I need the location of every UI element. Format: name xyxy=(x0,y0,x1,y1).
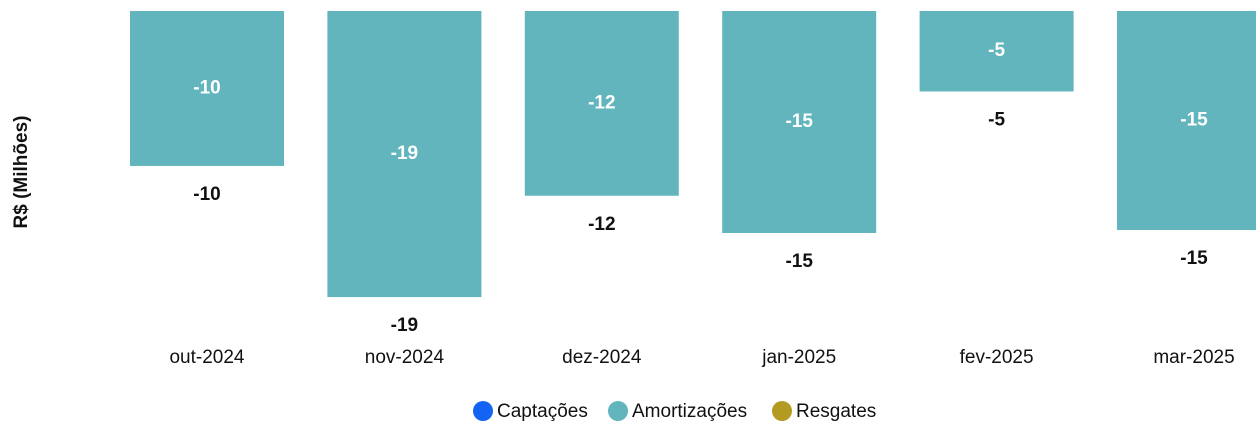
total-label: -19 xyxy=(391,315,418,336)
legend-label: Amortizações xyxy=(632,401,747,422)
bar-value-label: -12 xyxy=(588,92,615,113)
bar-value-label: -19 xyxy=(391,143,418,164)
y-axis-label: R$ (Milhões) xyxy=(11,116,32,229)
bar xyxy=(722,11,877,234)
total-label: -15 xyxy=(785,251,813,272)
bar xyxy=(130,11,284,166)
bar-value-label: -15 xyxy=(1180,110,1208,131)
legend-marker xyxy=(473,401,493,421)
bar-value-label: -15 xyxy=(785,111,813,132)
legend-marker xyxy=(608,401,628,421)
total-label: -15 xyxy=(1180,248,1208,269)
x-tick-label: dez-2024 xyxy=(562,347,642,368)
x-tick-label: out-2024 xyxy=(169,347,244,368)
x-tick-label: fev-2025 xyxy=(960,347,1034,368)
x-tick-label: mar-2025 xyxy=(1153,347,1234,368)
legend-label: Resgates xyxy=(796,401,876,422)
x-tick-label: jan-2025 xyxy=(761,347,836,368)
total-label: -10 xyxy=(193,184,220,205)
bar xyxy=(327,11,482,298)
bar-value-label: -5 xyxy=(988,40,1005,61)
bar-value-label: -10 xyxy=(193,77,220,98)
total-label: -5 xyxy=(988,109,1005,130)
bar xyxy=(1117,11,1256,231)
legend-marker xyxy=(772,401,792,421)
x-tick-label: nov-2024 xyxy=(365,347,445,368)
legend-label: Captações xyxy=(497,401,588,422)
bar xyxy=(524,11,679,196)
bar xyxy=(919,11,1074,92)
total-label: -12 xyxy=(588,214,615,235)
